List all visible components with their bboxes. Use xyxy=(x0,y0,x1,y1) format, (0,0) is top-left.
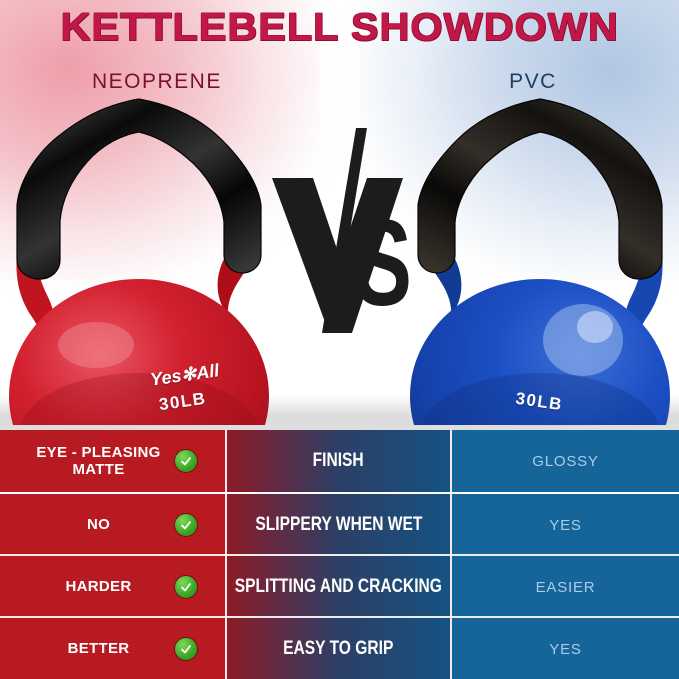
svg-text:S: S xyxy=(353,194,412,332)
